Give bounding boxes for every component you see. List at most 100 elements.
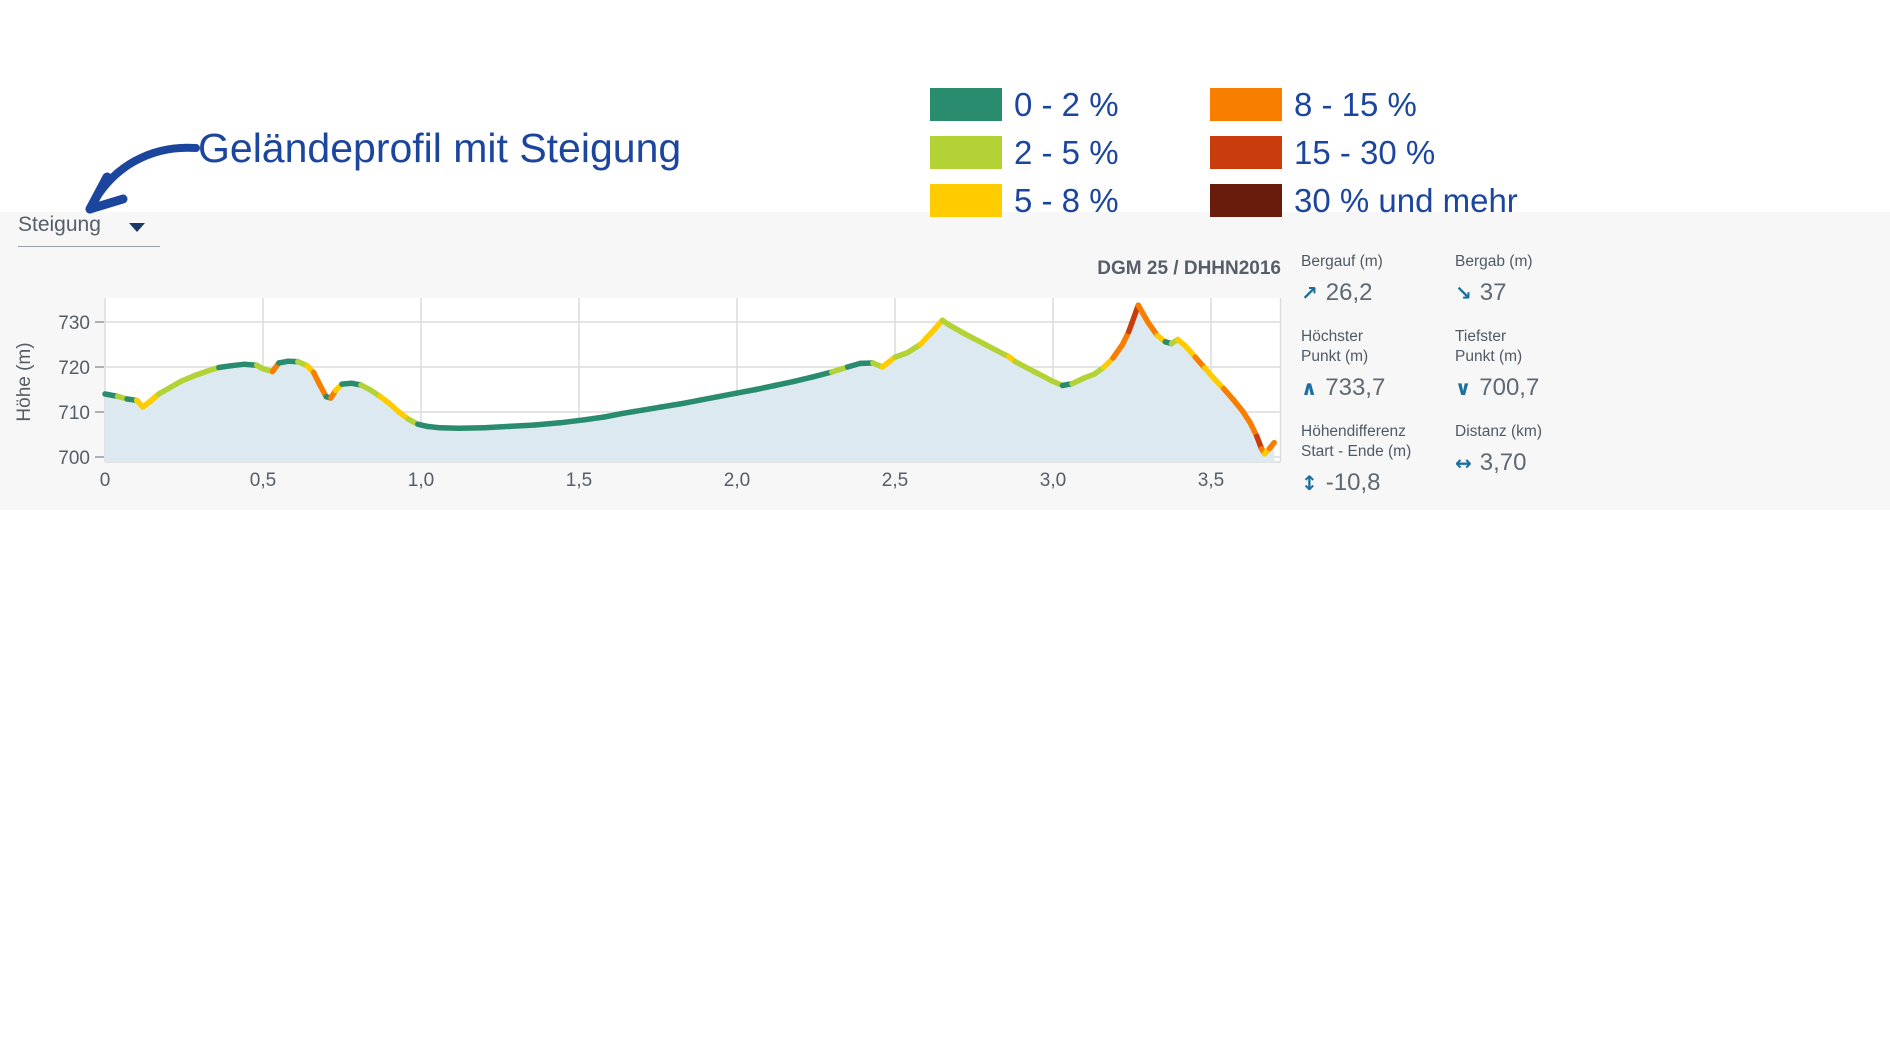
profile-segment [980, 340, 1006, 357]
profile-segment [1110, 341, 1126, 361]
y-tick-label: 710 [58, 403, 90, 424]
stat-value-row: ↔ 3,70 [1455, 449, 1611, 477]
legend-label: 30 % und mehr [1294, 181, 1518, 219]
y-axis-label: Höhe (m) [14, 342, 35, 421]
slope-dropdown-label: Steigung [18, 213, 101, 236]
x-tick-label: 1,0 [408, 470, 434, 491]
slope-dropdown[interactable]: Steigung [18, 213, 160, 247]
stat-value-row: ∧ 733,7 [1301, 374, 1455, 402]
stat-label: Punkt (m) [1301, 348, 1369, 365]
profile-segment [658, 401, 683, 410]
distanz-direction-icon: ↔ [1455, 451, 1472, 475]
stat-value: 733,7 [1325, 374, 1386, 401]
profile-segment [582, 414, 608, 423]
page-title: Geländeprofil mit Steigung [198, 125, 682, 171]
bergauf-direction-icon: ↗ [1301, 281, 1318, 305]
stat-label: Höchster [1301, 328, 1364, 345]
stat-distanz: Distanz (km) ↔ 3,70 [1455, 422, 1611, 497]
legend-item: 5 - 8 % [930, 181, 1119, 219]
profile-segment [1031, 368, 1056, 385]
x-tick-label: 3,5 [1198, 470, 1224, 491]
stat-hoechster-punkt: Höchster Punkt (m) ∧ 733,7 [1301, 327, 1455, 402]
x-tick-label: 0,5 [250, 470, 276, 491]
bergab-direction-icon: ↘ [1455, 281, 1472, 305]
legend-item: 8 - 15 % [1210, 85, 1518, 123]
profile-segment [734, 386, 759, 396]
profile-segment [620, 407, 645, 417]
profile-segment [696, 393, 721, 404]
x-tick-label: 2,0 [724, 470, 750, 491]
profile-segment [481, 423, 513, 431]
profile-segment [1135, 302, 1151, 325]
stat-value: -10,8 [1325, 469, 1381, 496]
stat-label: Tiefster [1455, 328, 1507, 345]
stat-value-row: ↗ 26,2 [1301, 279, 1455, 307]
tiefster-punkt-direction-icon: ∨ [1455, 376, 1472, 400]
legend-item: 2 - 5 % [930, 133, 1119, 171]
stat-value: 37 [1479, 279, 1507, 306]
profile-segment [506, 422, 538, 430]
legend-label: 5 - 8 % [1014, 181, 1119, 219]
stat-label: Start - Ende (m) [1301, 443, 1412, 460]
profile-segment [829, 364, 851, 375]
profile-segment [1145, 319, 1161, 339]
stat-value-row: ↘ 37 [1455, 279, 1611, 307]
x-tick-label: 2,5 [882, 470, 908, 491]
stat-value: 3,70 [1479, 449, 1527, 476]
stat-label: Höhendifferenz [1301, 423, 1406, 440]
stats-panel: Bergauf (m) ↗ 26,2 Bergab (m) ↘ 37 Höchster Pun… [1301, 252, 1611, 497]
profile-segment [715, 390, 740, 400]
stat-label: Punkt (m) [1455, 348, 1523, 365]
stat-bergauf: Bergauf (m) ↗ 26,2 [1301, 252, 1455, 307]
legend-swatch-icon [1210, 136, 1282, 169]
stat-label: Distanz (km) [1455, 423, 1542, 440]
profile-segment [791, 374, 816, 385]
profile-segment [557, 416, 589, 426]
elevation-profile-chart[interactable]: 700 710 720 730 0 0,5 1,0 1,5 2,0 2,5 3,0 3,5 Höhe (… [0, 0, 1340, 520]
slope-legend-column-1: 0 - 2 % 2 - 5 % 5 - 8 % [930, 85, 1119, 232]
legend-item: 0 - 2 % [930, 85, 1119, 123]
stat-value: 700,7 [1479, 374, 1540, 401]
stat-bergab: Bergab (m) ↘ 37 [1455, 252, 1611, 307]
profile-segment [1012, 358, 1037, 375]
stat-tiefster-punkt: Tiefster Punkt (m) ∨ 700,7 [1455, 327, 1611, 402]
profile-segment [753, 382, 778, 393]
profile-segment [601, 410, 626, 420]
profile-segment [961, 330, 987, 347]
legend-label: 8 - 15 % [1294, 85, 1417, 123]
x-tick-label: 1,5 [566, 470, 592, 491]
legend-label: 0 - 2 % [1014, 85, 1119, 123]
y-tick-label: 700 [58, 448, 90, 469]
legend-item: 15 - 30 % [1210, 133, 1518, 171]
y-tick-label: 720 [58, 358, 90, 379]
dropdown-caret-icon [128, 222, 145, 232]
profile-segment [639, 404, 664, 413]
slope-legend-column-2: 8 - 15 % 15 - 30 % 30 % und mehr [1210, 85, 1518, 232]
profile-segment [532, 420, 563, 428]
profile-segment [917, 328, 936, 348]
stat-label: Bergab (m) [1455, 253, 1533, 270]
stat-hoehendifferenz: Höhendifferenz Start - Ende (m) ↕ -10,8 [1301, 422, 1455, 497]
hoehendifferenz-direction-icon: ↕ [1301, 471, 1318, 495]
profile-segment [677, 397, 702, 407]
profile-segment [945, 321, 968, 337]
legend-swatch-icon [930, 88, 1002, 121]
legend-swatch-icon [930, 184, 1002, 217]
x-tick-label: 3,0 [1040, 470, 1066, 491]
legend-label: 15 - 30 % [1294, 133, 1436, 171]
legend-label: 2 - 5 % [1014, 133, 1119, 171]
x-tick-label: 0 [100, 470, 111, 491]
legend-item: 30 % und mehr [1210, 181, 1518, 219]
y-tick-label: 730 [58, 313, 90, 334]
stat-value-row: ↕ -10,8 [1301, 469, 1455, 497]
stat-label: Bergauf (m) [1301, 253, 1383, 270]
profile-segment [772, 378, 797, 389]
legend-swatch-icon [1210, 88, 1282, 121]
profile-segment [1126, 302, 1142, 335]
stat-value: 26,2 [1325, 279, 1373, 306]
profile-segment [810, 369, 835, 380]
profile-segment [1266, 439, 1277, 452]
dem-source-label: DGM 25 / DHHN2016 [1097, 258, 1281, 279]
legend-swatch-icon [930, 136, 1002, 169]
